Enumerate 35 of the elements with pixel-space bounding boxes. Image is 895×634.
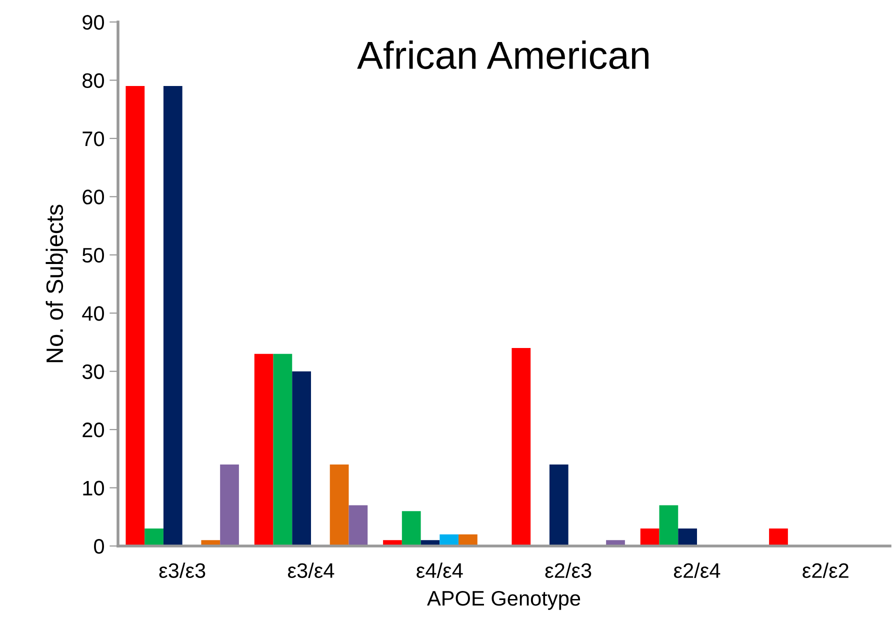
bar xyxy=(659,505,678,546)
y-tick-label: 10 xyxy=(83,480,104,496)
y-tick-label: 60 xyxy=(82,190,104,204)
bar xyxy=(678,528,697,546)
y-axis-title: No. of Subjects xyxy=(46,204,68,362)
bar xyxy=(402,511,421,546)
x-tick-label: ε4/ε4 xyxy=(416,562,463,578)
x-tick-label: ε3/ε3 xyxy=(159,562,206,578)
bar xyxy=(348,505,368,546)
bar xyxy=(126,86,145,546)
bar xyxy=(254,354,274,546)
bar xyxy=(220,464,239,546)
x-tick-label: ε2/ε4 xyxy=(674,562,720,578)
bar xyxy=(144,528,164,546)
y-tick-label: 40 xyxy=(82,306,104,321)
bar xyxy=(640,528,660,546)
bar xyxy=(292,371,311,546)
bar xyxy=(769,528,788,546)
y-tick-label: 30 xyxy=(82,364,104,380)
y-tick-label: 80 xyxy=(82,73,104,88)
x-tick-label: ε2/ε3 xyxy=(545,562,592,578)
y-tick-label: 20 xyxy=(82,422,104,438)
bar xyxy=(163,86,182,546)
y-tick-label: 90 xyxy=(82,15,104,30)
y-tick-label: 0 xyxy=(94,539,104,554)
x-axis-title: APOE Genotype xyxy=(427,590,580,610)
x-tick-label: ε3/ε4 xyxy=(288,562,334,578)
bar xyxy=(273,354,292,546)
x-tick-label: ε2/ε2 xyxy=(802,562,848,578)
bar xyxy=(330,464,349,546)
bar xyxy=(512,348,531,546)
y-tick-label: 50 xyxy=(82,248,104,263)
y-tick-label: 70 xyxy=(82,131,104,146)
bar xyxy=(549,464,568,546)
chart-title: African American xyxy=(357,40,648,70)
